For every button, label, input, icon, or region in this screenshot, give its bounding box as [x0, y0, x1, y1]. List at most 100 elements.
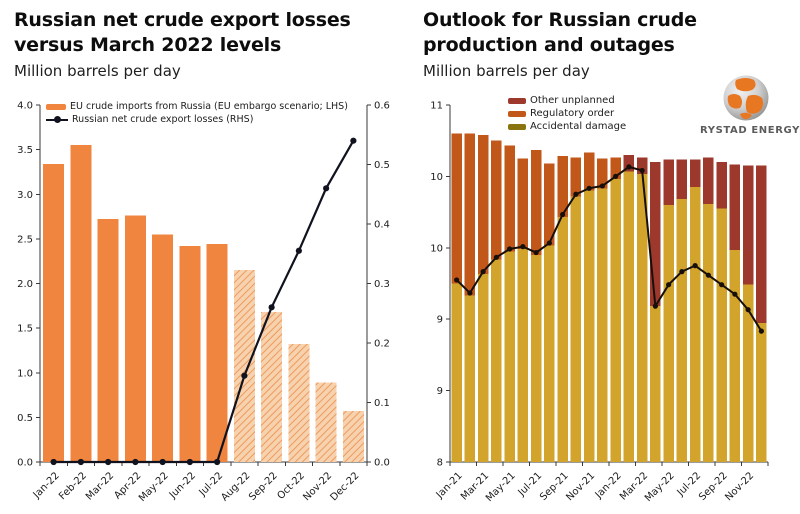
- production-bar-Nov-21: [583, 190, 595, 462]
- left-line-point-Oct-22: [295, 247, 302, 254]
- svg-text:Feb-22: Feb-22: [57, 470, 89, 502]
- export-losses-line-swatch-icon: [46, 116, 68, 123]
- production-bar-Nov-22: [742, 284, 754, 462]
- production-bar-Dec-21: [597, 188, 608, 463]
- production-line-point-Oct-21: [573, 191, 579, 197]
- outage-segment-Apr-21: [491, 140, 502, 260]
- regulatory-order-swatch-icon: [508, 110, 526, 117]
- rystad-globe-icon: [723, 75, 769, 121]
- right-chart-subtitle: Million barrels per day: [423, 62, 590, 80]
- svg-text:0.3: 0.3: [374, 279, 390, 290]
- production-bar-May-21: [504, 251, 515, 462]
- production-line-point-Jul-22: [692, 263, 698, 269]
- svg-text:9: 9: [437, 315, 443, 326]
- svg-text:Nov-21: Nov-21: [564, 470, 597, 503]
- production-bar-Sep-21: [557, 216, 568, 462]
- svg-text:10: 10: [430, 172, 443, 183]
- left-line-point-Feb-22: [77, 458, 84, 466]
- svg-text:8: 8: [437, 458, 443, 469]
- svg-text:May-22: May-22: [643, 470, 677, 504]
- outage-segment-Aug-21: [544, 163, 555, 246]
- svg-text:3.5: 3.5: [17, 145, 33, 156]
- production-bar-Aug-22: [703, 203, 714, 462]
- production-line-point-Jun-21: [520, 244, 526, 250]
- production-bar-Jul-22: [689, 187, 701, 463]
- production-line-point-Mar-22: [639, 167, 645, 174]
- svg-text:4.0: 4.0: [17, 101, 33, 112]
- left-bar-Aug-22: [233, 270, 255, 462]
- outage-segment-Sep-21: [557, 156, 568, 217]
- svg-text:Jan-22: Jan-22: [31, 470, 62, 501]
- outage-segment-Aug-22: [703, 157, 714, 204]
- outage-segment-Oct-22: [729, 164, 741, 251]
- left-bar-Apr-22: [124, 215, 146, 462]
- legend-label-accidental-damage: Accidental damage: [530, 121, 627, 132]
- other-unplanned-swatch-icon: [508, 97, 526, 104]
- production-line-point-Feb-21: [467, 290, 473, 296]
- outage-segment-Jul-21: [530, 150, 542, 255]
- svg-text:Aug-22: Aug-22: [219, 470, 252, 503]
- left-line-point-Sep-22: [268, 304, 275, 311]
- svg-text:2.0: 2.0: [17, 279, 33, 290]
- production-bar-Oct-22: [729, 250, 741, 462]
- outage-segment-Nov-21: [583, 152, 595, 191]
- right-chart-legend: Other unplanned Regulatory order Acciden…: [508, 94, 626, 133]
- outage-segment-Apr-22: [650, 162, 661, 307]
- outage-segment-Jul-22: [689, 159, 701, 188]
- production-line-point-Dec-21: [599, 183, 605, 189]
- production-line-point-Nov-21: [586, 185, 592, 191]
- svg-text:May-21: May-21: [484, 470, 518, 504]
- left-bar-Jun-22: [179, 246, 201, 462]
- production-bar-Jan-21: [451, 283, 462, 462]
- eu-imports-swatch-icon: [46, 103, 66, 110]
- left-chart-subtitle: Million barrels per day: [14, 62, 181, 80]
- svg-text:Nov-22: Nov-22: [723, 470, 756, 503]
- production-bar-Jun-22: [676, 199, 688, 462]
- svg-text:3.0: 3.0: [17, 190, 33, 201]
- outage-segment-Oct-21: [570, 157, 582, 197]
- left-line-point-Jul-22: [214, 458, 221, 466]
- svg-text:0.0: 0.0: [17, 458, 33, 469]
- left-bar-Dec-22: [342, 411, 364, 462]
- svg-text:Jun-22: Jun-22: [167, 470, 198, 501]
- legend-label-other-unplanned: Other unplanned: [530, 95, 615, 106]
- production-line-point-Mar-21: [480, 269, 486, 275]
- production-line-point-Aug-22: [705, 272, 711, 278]
- left-chart-header: Russian net crude export losses versus M…: [14, 8, 414, 82]
- production-bar-Oct-21: [570, 196, 582, 462]
- production-line-point-Oct-22: [732, 291, 738, 297]
- production-line-point-Jan-21: [454, 277, 460, 283]
- production-bar-Feb-21: [464, 295, 476, 462]
- production-bar-Jan-22: [610, 178, 621, 462]
- production-line-point-Nov-22: [745, 307, 751, 313]
- production-line-point-May-21: [507, 246, 513, 252]
- production-line-point-Feb-22: [626, 164, 632, 170]
- production-line-point-Aug-21: [546, 240, 552, 246]
- legend-label-export-losses: Russian net crude export losses (RHS): [72, 114, 254, 125]
- outage-segment-Jan-22: [610, 157, 621, 179]
- outage-segment-Mar-21: [477, 134, 489, 274]
- right-chart-title-line1: Outlook for Russian crude: [423, 9, 697, 31]
- outage-segment-May-21: [504, 145, 515, 252]
- production-line-point-Dec-22: [758, 328, 764, 334]
- right-chart-title-line2: production and outages: [423, 34, 675, 56]
- svg-text:10: 10: [430, 243, 443, 254]
- svg-text:0.0: 0.0: [374, 458, 390, 469]
- svg-text:2.5: 2.5: [17, 234, 33, 245]
- left-line-point-Apr-22: [132, 458, 139, 466]
- production-bar-Feb-22: [623, 171, 635, 462]
- production-line-point-Jul-21: [533, 249, 539, 256]
- left-chart-plot: 0.0 0.5 1.0 1.5 2.0 2.5 3.0 3.5 4.0 0.0 0.1 0.2 0.3 0…: [17, 101, 390, 505]
- production-bar-Mar-21: [477, 273, 489, 462]
- rystad-logo: RYSTAD ENERGY: [700, 74, 799, 136]
- outage-segment-Mar-22: [636, 157, 648, 175]
- left-line-point-Mar-22: [105, 458, 112, 466]
- production-bar-May-22: [663, 204, 674, 462]
- production-bar-Jun-21: [517, 248, 529, 462]
- legend-item-eu-imports: EU crude imports from Russia (EU embargo…: [46, 100, 348, 113]
- production-line-point-Jun-22: [679, 269, 685, 275]
- left-bar-Jan-22: [43, 163, 65, 462]
- legend-item-accidental-damage: Accidental damage: [508, 120, 626, 133]
